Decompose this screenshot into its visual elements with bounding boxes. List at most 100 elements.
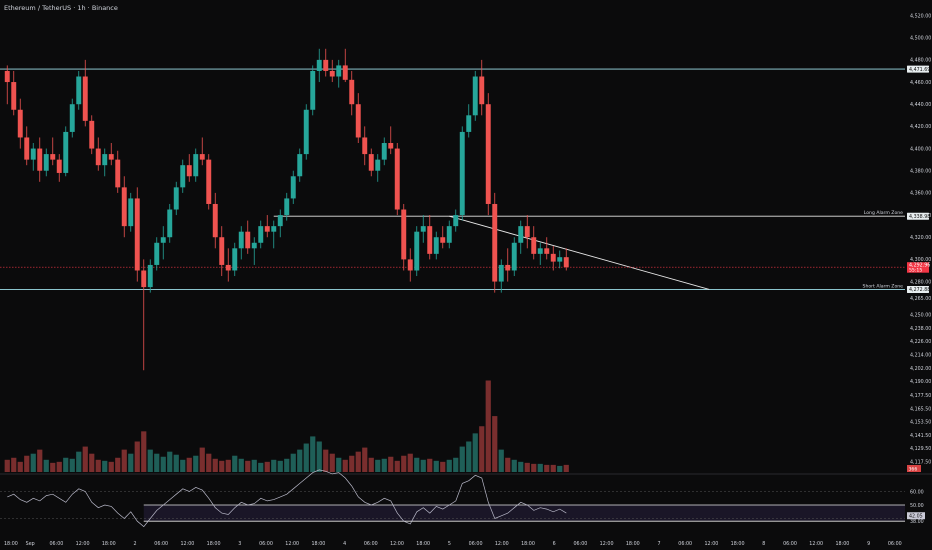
time-tick-label: 18:00 bbox=[416, 541, 430, 547]
candle bbox=[498, 264, 504, 282]
candle bbox=[544, 248, 550, 254]
candle bbox=[141, 270, 147, 288]
volume-bar bbox=[258, 462, 264, 472]
rsi-level-label: 50.00 bbox=[910, 503, 924, 509]
volume-bar bbox=[401, 455, 407, 472]
volume-bar bbox=[381, 458, 387, 472]
candle bbox=[160, 237, 166, 243]
volume-bar bbox=[167, 451, 173, 472]
candle bbox=[427, 226, 433, 254]
price-tick-label: 4,177.50 bbox=[910, 393, 931, 399]
candle bbox=[550, 253, 556, 262]
candle bbox=[258, 226, 264, 243]
volume-bar bbox=[50, 462, 56, 472]
level-badge-top-level bbox=[907, 65, 929, 73]
time-tick-label: 2 bbox=[133, 541, 136, 547]
volume-bar bbox=[316, 441, 322, 472]
candle bbox=[17, 109, 23, 138]
candle bbox=[63, 131, 69, 173]
price-tick-label: 4,520.00 bbox=[910, 13, 931, 19]
price-tick-label: 4,400.00 bbox=[910, 146, 931, 152]
candle bbox=[43, 154, 49, 171]
candle bbox=[186, 165, 192, 177]
candle bbox=[193, 154, 199, 177]
candle bbox=[531, 237, 537, 254]
level-badge-long-alarm bbox=[907, 212, 929, 220]
volume-bar bbox=[342, 459, 348, 472]
volume-bar bbox=[479, 426, 485, 472]
candle bbox=[401, 209, 407, 260]
candle bbox=[30, 148, 36, 160]
volume-bar bbox=[89, 453, 95, 472]
volume-bar bbox=[30, 453, 36, 472]
volume-bar bbox=[440, 461, 446, 472]
level-badge-label-long-alarm: 4,338.98 bbox=[909, 214, 930, 220]
candle bbox=[128, 198, 134, 227]
volume-bar bbox=[238, 458, 244, 472]
volume-bar bbox=[219, 460, 225, 472]
candle bbox=[472, 76, 478, 116]
candle bbox=[108, 154, 114, 160]
volume-bar bbox=[518, 461, 524, 472]
time-tick-label: 06:00 bbox=[469, 541, 483, 547]
candle bbox=[102, 154, 108, 166]
candle bbox=[362, 137, 368, 155]
volume-bar bbox=[453, 457, 459, 472]
time-tick-label: 8 bbox=[762, 541, 765, 547]
volume-bar bbox=[37, 449, 43, 472]
candle bbox=[505, 264, 511, 271]
candle bbox=[329, 70, 335, 77]
candle bbox=[446, 226, 452, 243]
price-tick-label: 4,280.00 bbox=[910, 279, 931, 285]
rsi-current-badge bbox=[907, 512, 925, 520]
candle bbox=[271, 226, 277, 232]
volume-bar bbox=[180, 459, 186, 472]
volume-bar bbox=[459, 446, 465, 472]
price-tick-label: 4,250.00 bbox=[910, 313, 931, 319]
candle bbox=[297, 154, 303, 177]
volume-bar bbox=[485, 380, 491, 472]
candle bbox=[50, 154, 56, 160]
volume-bar bbox=[95, 459, 101, 472]
volume-bar bbox=[245, 460, 251, 472]
volume-bar bbox=[128, 453, 134, 472]
volume-bar bbox=[76, 451, 82, 472]
volume-bar bbox=[466, 441, 472, 472]
volume-bar bbox=[362, 447, 368, 472]
current-price-label: 4,292.96 bbox=[909, 262, 930, 268]
volume-bar bbox=[4, 459, 10, 472]
volume-bar bbox=[433, 460, 439, 472]
candle bbox=[134, 198, 140, 271]
candle bbox=[375, 159, 381, 171]
candle bbox=[225, 264, 231, 271]
volume-bar bbox=[108, 461, 114, 472]
time-tick-label: 12:00 bbox=[390, 541, 404, 547]
volume-bar bbox=[115, 457, 121, 472]
time-tick-label: 12:00 bbox=[809, 541, 823, 547]
volume-bar bbox=[264, 461, 270, 472]
rsi-line bbox=[7, 469, 567, 528]
volume-bar bbox=[550, 464, 556, 472]
time-tick-label: Sep bbox=[26, 541, 35, 547]
volume-bar bbox=[11, 457, 17, 472]
candle bbox=[303, 109, 309, 155]
volume-bar bbox=[394, 460, 400, 472]
candle bbox=[414, 231, 420, 271]
level-badge-short-alarm bbox=[907, 285, 929, 293]
candle bbox=[485, 104, 491, 204]
price-tick-label: 4,141.50 bbox=[910, 433, 931, 439]
volume-badge bbox=[907, 465, 921, 472]
price-tick-label: 4,300.00 bbox=[910, 257, 931, 263]
time-tick-label: 18:00 bbox=[731, 541, 745, 547]
volume-bar bbox=[43, 459, 49, 472]
volume-bar bbox=[206, 453, 212, 472]
volume-bar bbox=[232, 455, 238, 472]
level-badge-label-short-alarm: 4,272.88 bbox=[909, 287, 930, 293]
candle bbox=[232, 248, 238, 271]
volume-bar bbox=[498, 449, 504, 472]
price-tick-label: 4,238.00 bbox=[910, 326, 931, 332]
price-tick-label: 4,480.00 bbox=[910, 58, 931, 64]
level-badge-label-top-level: 4,471.69 bbox=[909, 67, 930, 73]
